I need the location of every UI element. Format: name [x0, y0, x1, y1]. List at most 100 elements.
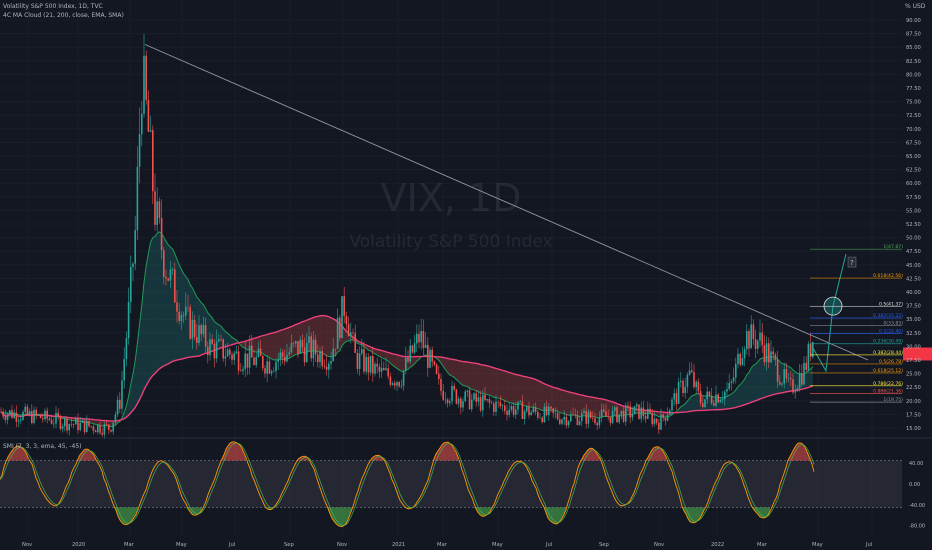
smi-overbought-fill [802, 443, 804, 461]
time-tick-label: May [492, 542, 503, 548]
candle-body [127, 301, 130, 339]
candle-body [530, 412, 532, 416]
price-tick-label: 30.00 [906, 344, 921, 350]
candle-body [248, 345, 251, 368]
candle-body [123, 359, 125, 381]
candle-body [303, 347, 306, 363]
candle-body [724, 391, 726, 400]
candle-body [730, 381, 733, 384]
ma-cloud-segment [694, 393, 697, 411]
indicator-smi-label[interactable]: SMI (7, 3, 3, ema, 45, -45) [3, 443, 82, 450]
ma-cloud-segment [548, 385, 551, 411]
candle-body [242, 369, 244, 372]
ma-cloud-segment [258, 336, 261, 353]
candle-body [629, 406, 631, 418]
candle-body [171, 269, 174, 270]
candle-body [812, 341, 814, 357]
candle-body [457, 398, 460, 404]
candle-body [477, 397, 480, 402]
ma-cloud-segment [740, 382, 743, 407]
candle-body [620, 410, 623, 415]
smi-overbought-fill [660, 447, 662, 461]
smi-tick-label: 0.00 [909, 482, 920, 488]
candle-body [664, 417, 667, 421]
candle-body [103, 423, 106, 435]
ma-cloud-segment [810, 366, 813, 387]
candle-body [589, 411, 592, 418]
ma-cloud-segment [474, 363, 477, 391]
candle-body [609, 416, 612, 423]
candle-body [464, 391, 466, 402]
candle-body [633, 406, 636, 414]
candle-body [554, 412, 557, 414]
ma-cloud-segment [326, 316, 329, 357]
candle-body [270, 371, 273, 374]
candle-body [101, 432, 103, 435]
candle-body [763, 345, 766, 363]
ma-cloud-segment [507, 371, 510, 403]
watermark-name: Volatility S&P 500 Index [349, 232, 553, 252]
candle-body [224, 356, 227, 359]
candle-body [545, 406, 548, 416]
smi-overbought-fill [446, 442, 448, 461]
candle-body [603, 409, 605, 412]
ma-cloud-segment [520, 375, 523, 406]
smi-overbought-fill [86, 449, 88, 461]
candle-body [495, 401, 497, 412]
ma-cloud-segment [551, 386, 554, 411]
price-tick-label: 22.50 [906, 385, 921, 391]
candle-body [416, 333, 418, 344]
ma-cloud-segment [773, 356, 776, 395]
candle-body [97, 425, 99, 433]
candle-body [759, 332, 761, 341]
sma-200-line [0, 314, 814, 422]
candle-body [433, 361, 436, 365]
candle-body [726, 389, 728, 392]
candle-body [132, 263, 134, 267]
candle-body [717, 394, 719, 403]
ma-cloud-segment [262, 335, 265, 356]
candle-body [688, 370, 691, 375]
candle-body [578, 421, 581, 425]
smi-oversold-fill [768, 507, 770, 516]
ma-cloud-segment [401, 355, 404, 372]
ma-cloud-segment [760, 357, 763, 399]
candle-body [299, 339, 301, 354]
smi-overbought-fill [234, 441, 236, 461]
ma-cloud-segment [680, 405, 683, 413]
candle-body [301, 339, 304, 348]
smi-line [0, 441, 815, 528]
candle-body [598, 417, 601, 426]
ma-cloud-segment [755, 361, 758, 401]
candle-body [209, 339, 211, 356]
candle-body [754, 339, 757, 349]
indicator-ma-cloud-label[interactable]: 4C MA Cloud (21, 200, close, EMA, SMA) [3, 12, 124, 19]
candle-body [658, 422, 660, 430]
ma-cloud-segment [757, 359, 760, 400]
time-tick-label: Jul [865, 542, 872, 548]
ma-cloud-segment [513, 373, 516, 405]
candle-body [440, 379, 442, 391]
time-tick-label: Mar [124, 542, 135, 548]
ma-cloud-segment [482, 364, 485, 394]
projection-label: ? [850, 259, 854, 267]
candle-body [693, 372, 695, 388]
candle-body [675, 393, 678, 404]
candle-body [191, 319, 194, 339]
price-tick-label: 42.50 [906, 276, 921, 282]
candle-body [570, 414, 572, 422]
candle-body [488, 399, 491, 403]
candle-body [748, 331, 750, 349]
candle-body [66, 418, 68, 431]
candle-body [743, 349, 746, 359]
smi-oversold-fill [486, 507, 488, 516]
candle-body [136, 166, 139, 231]
smi-oversold-fill [482, 507, 484, 517]
candle-body [563, 416, 565, 420]
smi-overbought-fill [440, 444, 442, 461]
candle-body [266, 361, 268, 374]
ma-cloud-segment [192, 287, 195, 357]
ma-cloud-segment [588, 396, 591, 417]
ma-cloud-segment [240, 341, 243, 348]
